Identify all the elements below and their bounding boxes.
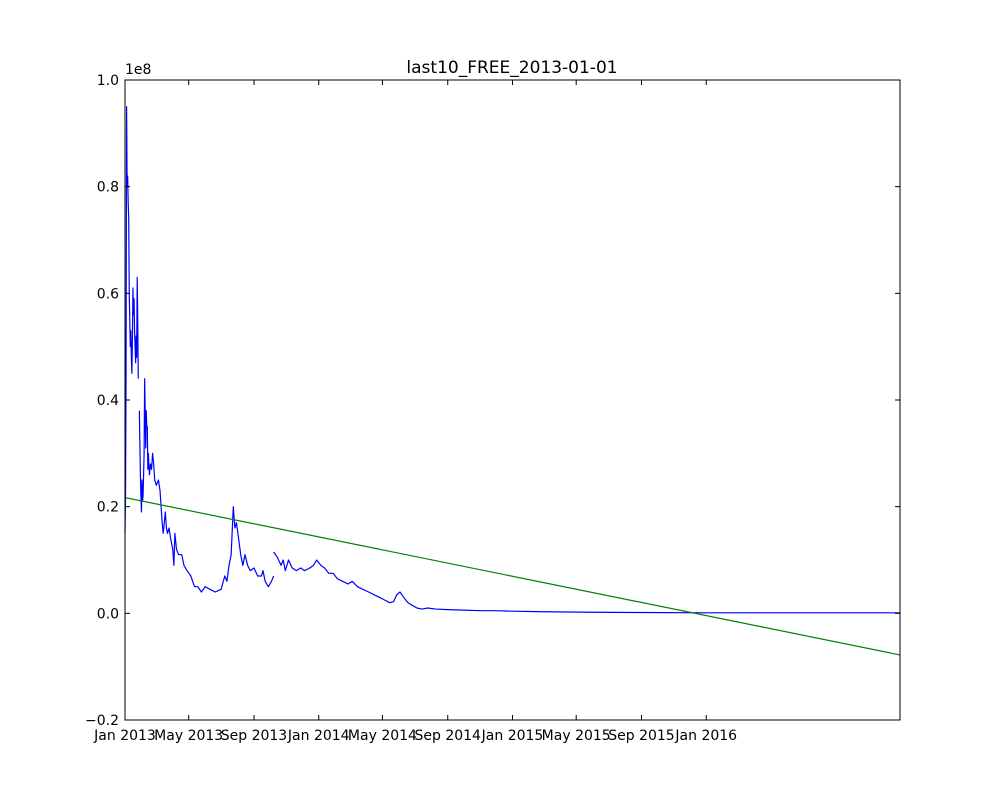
series-line-0-2 <box>273 551 900 614</box>
y-tick-label-2: 0.2 <box>97 500 119 516</box>
y-tick-label-1: 0.0 <box>97 606 119 622</box>
y-tick-label-3: 0.4 <box>97 393 119 409</box>
x-tick-label-4: May 2014 <box>348 728 417 744</box>
y-offset-label: 1e8 <box>125 62 151 78</box>
y-tick-label-0: −0.2 <box>85 713 119 729</box>
x-tick-label-6: Jan 2015 <box>481 728 544 744</box>
x-tick-label-2: Sep 2013 <box>221 728 287 744</box>
x-tick-label-5: Sep 2014 <box>415 728 482 744</box>
chart-title: last10_FREE_2013-01-01 <box>406 58 617 78</box>
x-tick-label-7: May 2015 <box>542 728 611 744</box>
series-line-0-0 <box>124 106 139 534</box>
x-tick-label-1: May 2013 <box>154 728 223 744</box>
plot-frame <box>124 79 901 721</box>
y-tick-label-4: 0.6 <box>97 286 119 302</box>
series-line-0-1 <box>138 378 275 593</box>
series-layer <box>124 106 901 656</box>
x-tick-label-8: Sep 2015 <box>608 728 674 744</box>
y-tick-label-5: 0.8 <box>97 180 119 196</box>
x-tick-label-3: Jan 2014 <box>287 728 350 744</box>
x-tick-label-9: Jan 2016 <box>674 728 737 744</box>
x-tick-label-0: Jan 2013 <box>93 728 156 744</box>
y-tick-label-6: 1.0 <box>97 73 119 89</box>
plot-area <box>125 80 900 720</box>
trend-line-1-0 <box>124 497 901 656</box>
